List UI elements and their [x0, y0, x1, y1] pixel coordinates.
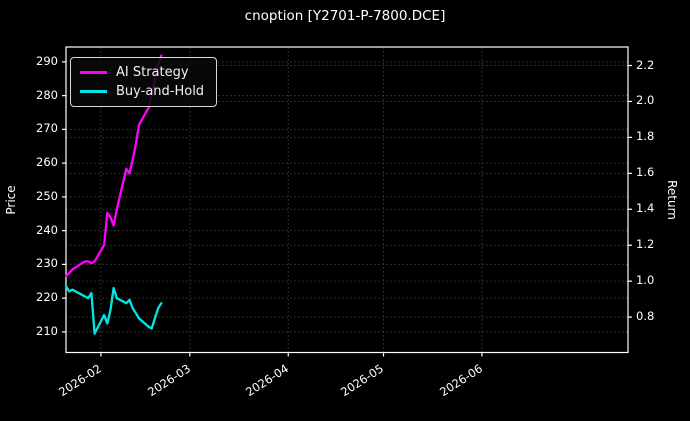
y-tick-label-price: 250: [36, 188, 58, 203]
y-tick-label-return: 0.8: [636, 309, 655, 324]
series-line-buy-and-hold: [64, 285, 163, 335]
y-tick-label-price: 220: [36, 290, 58, 305]
chart-title: cnoption [Y2701-P-7800.DCE]: [244, 8, 446, 24]
y-tick-label-return: 1.6: [636, 165, 655, 180]
y-tick-label-return: 1.0: [636, 273, 655, 288]
y-tick-label-price: 230: [36, 256, 58, 271]
legend-label-ai-strategy: AI Strategy: [116, 65, 189, 80]
y-tick-label-return: 2.2: [636, 57, 655, 72]
y-tick-label-price: 240: [36, 222, 58, 237]
y-tick-label-price: 210: [36, 323, 58, 338]
legend-swatch-ai-strategy: [80, 71, 107, 74]
legend-label-buy-and-hold: Buy-and-Hold: [116, 84, 205, 99]
legend-swatch-buy-and-hold: [80, 90, 107, 93]
plot-border: [65, 46, 629, 354]
y-tick-label-return: 1.2: [636, 237, 655, 252]
y-tick-label-price: 270: [36, 121, 58, 136]
legend-item-buy-and-hold: Buy-and-Hold: [80, 82, 204, 101]
y-tick-label-return: 1.8: [636, 129, 655, 144]
y-tick-label-price: 280: [36, 87, 58, 102]
y-tick-label-price: 260: [36, 155, 58, 170]
legend: AI Strategy Buy-and-Hold: [70, 57, 218, 107]
legend-item-ai-strategy: AI Strategy: [80, 63, 204, 82]
y-tick-label-return: 1.4: [636, 201, 655, 216]
y-tick-label-return: 2.0: [636, 93, 655, 108]
y-tick-label-price: 290: [36, 53, 58, 68]
